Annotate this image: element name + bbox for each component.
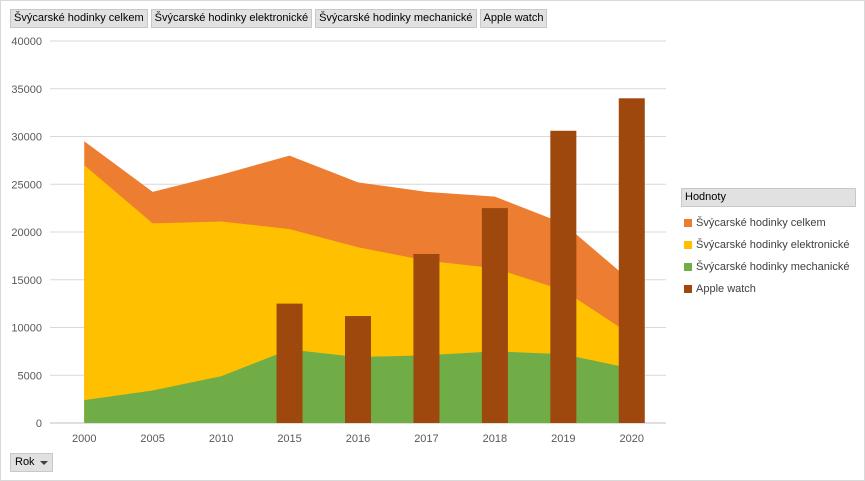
field-button-celkem[interactable]: Švýcarské hodinky celkem: [10, 9, 148, 28]
x-tick-label-2010: 2010: [209, 433, 233, 445]
legend-title[interactable]: Hodnoty: [681, 188, 856, 207]
bar-2020: [618, 98, 645, 424]
pivot-field-buttons: Švýcarské hodinky celkem Švýcarské hodin…: [10, 9, 548, 28]
y-tick-label-30000: 30000: [11, 132, 42, 144]
legend-label-elektronicke: Švýcarské hodinky elektronické: [696, 239, 850, 251]
field-button-elektronicke[interactable]: Švýcarské hodinky elektronické: [150, 9, 313, 28]
field-button-mechanicke[interactable]: Švýcarské hodinky mechanické: [315, 9, 477, 28]
legend: Hodnoty Švýcarské hodinky celkem Švýcars…: [681, 188, 856, 295]
x-tick-label-2015: 2015: [277, 433, 301, 445]
bar-2017: [413, 253, 440, 423]
x-tick-label-2016: 2016: [346, 433, 370, 445]
y-tick-label-0: 0: [36, 418, 42, 430]
row-field-label: Rok: [15, 456, 35, 468]
x-tick-label-2019: 2019: [551, 433, 575, 445]
legend-item-celkem[interactable]: Švýcarské hodinky celkem: [684, 217, 856, 229]
bar-2018: [481, 208, 508, 423]
x-tick-label-2018: 2018: [483, 433, 507, 445]
legend-item-mechanicke[interactable]: Švýcarské hodinky mechanické: [684, 261, 856, 273]
legend-swatch-celkem: [684, 219, 692, 227]
legend-swatch-apple-watch: [684, 285, 692, 293]
y-tick-label-20000: 20000: [11, 227, 42, 239]
field-button-apple-watch[interactable]: Apple watch: [479, 9, 548, 28]
dropdown-arrow-icon: [39, 460, 48, 465]
legend-label-mechanicke: Švýcarské hodinky mechanické: [696, 261, 850, 273]
row-field-button[interactable]: Rok: [10, 453, 53, 472]
y-tick-label-25000: 25000: [11, 179, 42, 191]
y-tick-label-40000: 40000: [11, 36, 42, 48]
y-tick-label-5000: 5000: [18, 370, 42, 382]
x-tick-label-2005: 2005: [140, 433, 164, 445]
legend-label-celkem: Švýcarské hodinky celkem: [696, 217, 826, 229]
x-tick-label-2000: 2000: [72, 433, 96, 445]
legend-item-apple-watch[interactable]: Apple watch: [684, 283, 856, 295]
x-tick-label-2017: 2017: [414, 433, 438, 445]
bar-2019: [550, 130, 577, 423]
y-tick-label-15000: 15000: [11, 275, 42, 287]
x-tick-label-2020: 2020: [620, 433, 644, 445]
bar-2016: [344, 316, 372, 423]
legend-label-apple-watch: Apple watch: [696, 283, 756, 295]
legend-swatch-elektronicke: [684, 241, 692, 249]
bar-2015: [276, 303, 303, 423]
legend-item-elektronicke[interactable]: Švýcarské hodinky elektronické: [684, 239, 856, 251]
y-tick-label-10000: 10000: [11, 323, 42, 335]
y-tick-label-35000: 35000: [11, 84, 42, 96]
legend-swatch-mechanicke: [684, 263, 692, 271]
